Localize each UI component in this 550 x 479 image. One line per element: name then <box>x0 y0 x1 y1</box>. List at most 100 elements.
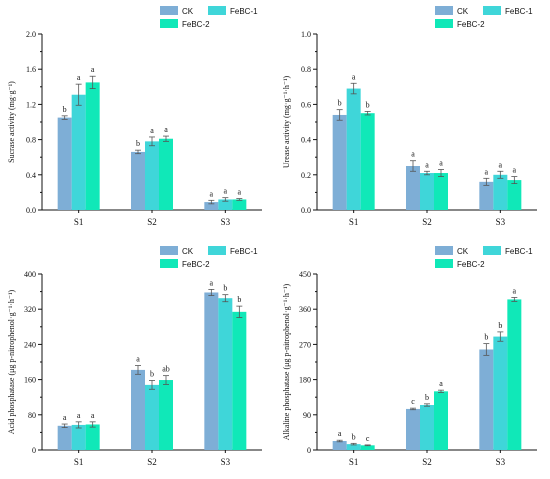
y-tick-label: 360 <box>299 305 311 314</box>
urease-chart-panel: 0.0 0.2 0.4 0.6 0.8 1.0 Urease activity (mg·g⁻… <box>275 0 550 239</box>
bar-febc-2-s1 <box>85 82 100 210</box>
significance-letter: a <box>338 429 342 438</box>
x-tick-label: S2 <box>147 457 157 467</box>
legend-label-ck: CK <box>457 247 469 256</box>
x-tick-label: S1 <box>349 457 359 467</box>
significance-letter: a <box>77 73 81 82</box>
significance-letter: b <box>136 139 140 148</box>
bar-ck-s1 <box>57 117 72 210</box>
bar-ck-s2 <box>406 408 420 450</box>
legend-label-febc-1: FeBC-1 <box>230 7 258 16</box>
y-axis-label: Alkaline phosphatase (μg p-nitrophenol·g… <box>282 283 291 440</box>
chart-svg: 0.0 0.4 0.8 1.2 1.6 2.0 Sucrase activity (mg·g… <box>7 6 262 227</box>
y-tick-label: 1.0 <box>301 30 311 39</box>
significance-letter: a <box>91 411 95 420</box>
bar-ck-s3 <box>479 181 494 210</box>
bar-ck-s3 <box>204 292 219 450</box>
significance-letter: a <box>439 379 443 388</box>
bar-febc-2-s3 <box>507 180 522 210</box>
y-tick-label: 400 <box>24 270 36 279</box>
y-tick-label: 0.6 <box>301 100 311 109</box>
legend-label-ck: CK <box>182 247 194 256</box>
y-tick-label: 0 <box>307 446 311 455</box>
y-tick-label: 450 <box>299 270 311 279</box>
bar-febc-1-s2 <box>145 384 159 450</box>
legend-swatch-febc-1 <box>208 246 226 255</box>
bar-ck-s1 <box>332 114 347 210</box>
x-tick-label: S2 <box>422 217 432 227</box>
bar-febc-1-s1 <box>346 444 361 450</box>
bar-febc-1-s3 <box>218 298 233 450</box>
y-tick-label: 0 <box>32 446 36 455</box>
significance-letter: b <box>366 100 370 109</box>
bar-ck-s2 <box>131 151 145 210</box>
significance-letter: a <box>485 167 489 176</box>
bar-febc-2-s1 <box>85 424 100 450</box>
significance-letter: a <box>136 355 140 364</box>
y-axis-label: Sucrase activity (mg·g⁻¹) <box>7 81 16 163</box>
x-tick-label: S1 <box>349 217 359 227</box>
bar-febc-2-s3 <box>232 311 247 450</box>
legend-label-febc-1: FeBC-1 <box>505 7 533 16</box>
significance-letter: a <box>224 187 228 196</box>
significance-letter: a <box>411 150 415 159</box>
bar-ck-s1 <box>57 425 72 450</box>
chart-svg: 0.0 0.2 0.4 0.6 0.8 1.0 Urease activity (mg·g⁻… <box>282 6 537 227</box>
y-tick-label: 270 <box>299 340 311 349</box>
legend-swatch-ck <box>160 6 178 15</box>
bar-febc-1-s1 <box>346 88 361 210</box>
legend-swatch-ck <box>435 6 453 15</box>
legend-swatch-febc-2 <box>160 259 178 268</box>
significance-letter: b <box>237 295 241 304</box>
y-tick-label: 0.0 <box>301 206 311 215</box>
x-tick-label: S2 <box>422 457 432 467</box>
legend-swatch-febc-1 <box>483 6 501 15</box>
x-tick-label: S1 <box>74 217 84 227</box>
significance-letter: a <box>164 125 168 134</box>
y-tick-label: 1.6 <box>26 65 36 74</box>
y-tick-label: 80 <box>28 411 36 420</box>
bar-febc-1-s3 <box>493 336 508 450</box>
chart-svg: 0 80 160 240 320 400 Acid phosphatase (μg p-ni… <box>7 246 262 467</box>
bar-ck-s2 <box>131 369 145 450</box>
y-tick-label: 0.4 <box>301 136 311 145</box>
significance-letter: a <box>63 413 67 422</box>
acid-phosphatase-chart-panel: 0 80 160 240 320 400 Acid phosphatase (μg p-ni… <box>0 240 275 479</box>
bar-febc-1-s2 <box>420 405 434 450</box>
x-tick-label: S2 <box>147 217 157 227</box>
bar-febc-1-s1 <box>71 94 86 210</box>
bar-ck-s3 <box>204 202 219 210</box>
significance-letter: a <box>499 160 503 169</box>
legend-swatch-febc-2 <box>160 19 178 28</box>
y-tick-label: 0.4 <box>26 171 36 180</box>
significance-letter: a <box>238 188 242 197</box>
chart-svg: 0 90 180 270 360 450 Alkaline phosphatase (μg … <box>282 246 537 467</box>
significance-letter: b <box>63 105 67 114</box>
bar-ck-s2 <box>406 166 420 210</box>
bar-febc-2-s2 <box>159 138 173 210</box>
significance-letter: a <box>210 189 214 198</box>
x-tick-label: S3 <box>221 217 231 227</box>
legend-swatch-febc-2 <box>435 259 453 268</box>
y-axis-label: Acid phosphatase (μg p-nitrophenol·g⁻¹·h… <box>7 289 16 434</box>
significance-letter: a <box>352 72 356 81</box>
legend-swatch-febc-1 <box>208 6 226 15</box>
bar-ck-s3 <box>479 349 494 450</box>
legend-label-ck: CK <box>457 7 469 16</box>
significance-letter: a <box>210 278 214 287</box>
y-tick-label: 320 <box>24 305 36 314</box>
significance-letter: a <box>150 126 154 135</box>
significance-letter: b <box>338 99 342 108</box>
legend-label-febc-2: FeBC-2 <box>457 260 485 269</box>
legend: CK FeBC-1 FeBC-2 <box>160 246 258 269</box>
y-tick-label: 0.8 <box>301 65 311 74</box>
significance-letter: a <box>77 411 81 420</box>
legend-label-febc-2: FeBC-2 <box>182 260 210 269</box>
legend-swatch-ck <box>435 246 453 255</box>
legend-label-febc-1: FeBC-1 <box>230 247 258 256</box>
significance-letter: b <box>484 333 488 342</box>
x-tick-label: S3 <box>496 457 506 467</box>
legend-label-febc-1: FeBC-1 <box>505 247 533 256</box>
significance-letter: c <box>411 397 415 406</box>
x-tick-label: S3 <box>496 217 506 227</box>
